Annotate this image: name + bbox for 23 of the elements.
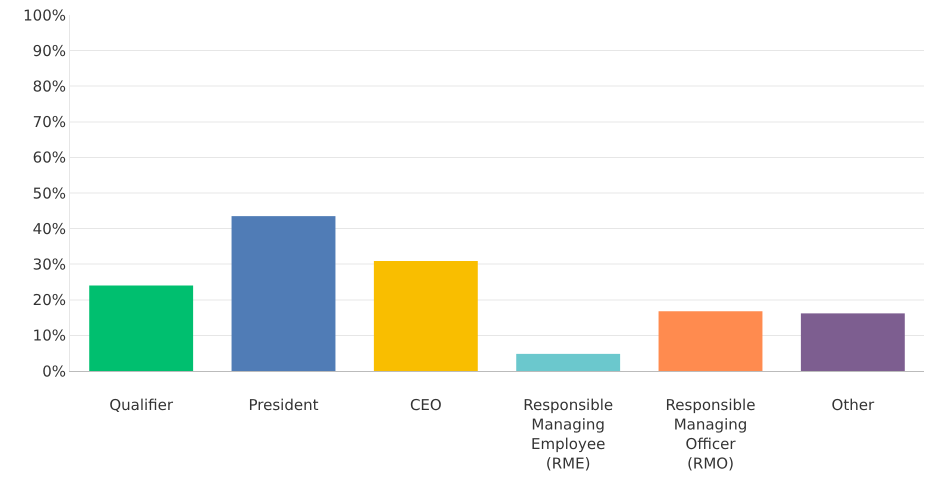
y-tick-label: 100% [23, 6, 66, 24]
bar [374, 261, 478, 371]
x-tick-label: Other [832, 396, 875, 414]
y-tick-label: 0% [42, 362, 66, 380]
y-tick-label: 20% [32, 291, 66, 310]
y-tick-label: 60% [32, 148, 66, 167]
y-tick-label: 90% [32, 42, 66, 60]
x-tick-label: Qualifier [109, 396, 174, 414]
y-tick-label: 40% [32, 220, 66, 238]
y-tick-label: 50% [32, 184, 66, 202]
bar [658, 311, 762, 371]
x-tick-label: Responsible Managing Employee (RME) [523, 396, 614, 472]
x-tick-label: CEO [410, 396, 442, 414]
x-tick-label: President [248, 396, 319, 414]
bar [516, 354, 620, 371]
x-tick-label: Responsible Managing Officer (RMO) [666, 396, 756, 472]
y-tick-label: 80% [32, 77, 66, 96]
y-tick-label: 70% [32, 113, 66, 132]
bar [800, 313, 905, 371]
y-tick-label: 30% [32, 255, 66, 274]
bar [232, 216, 336, 371]
bar [89, 286, 194, 371]
y-tick-label: 10% [32, 326, 66, 345]
